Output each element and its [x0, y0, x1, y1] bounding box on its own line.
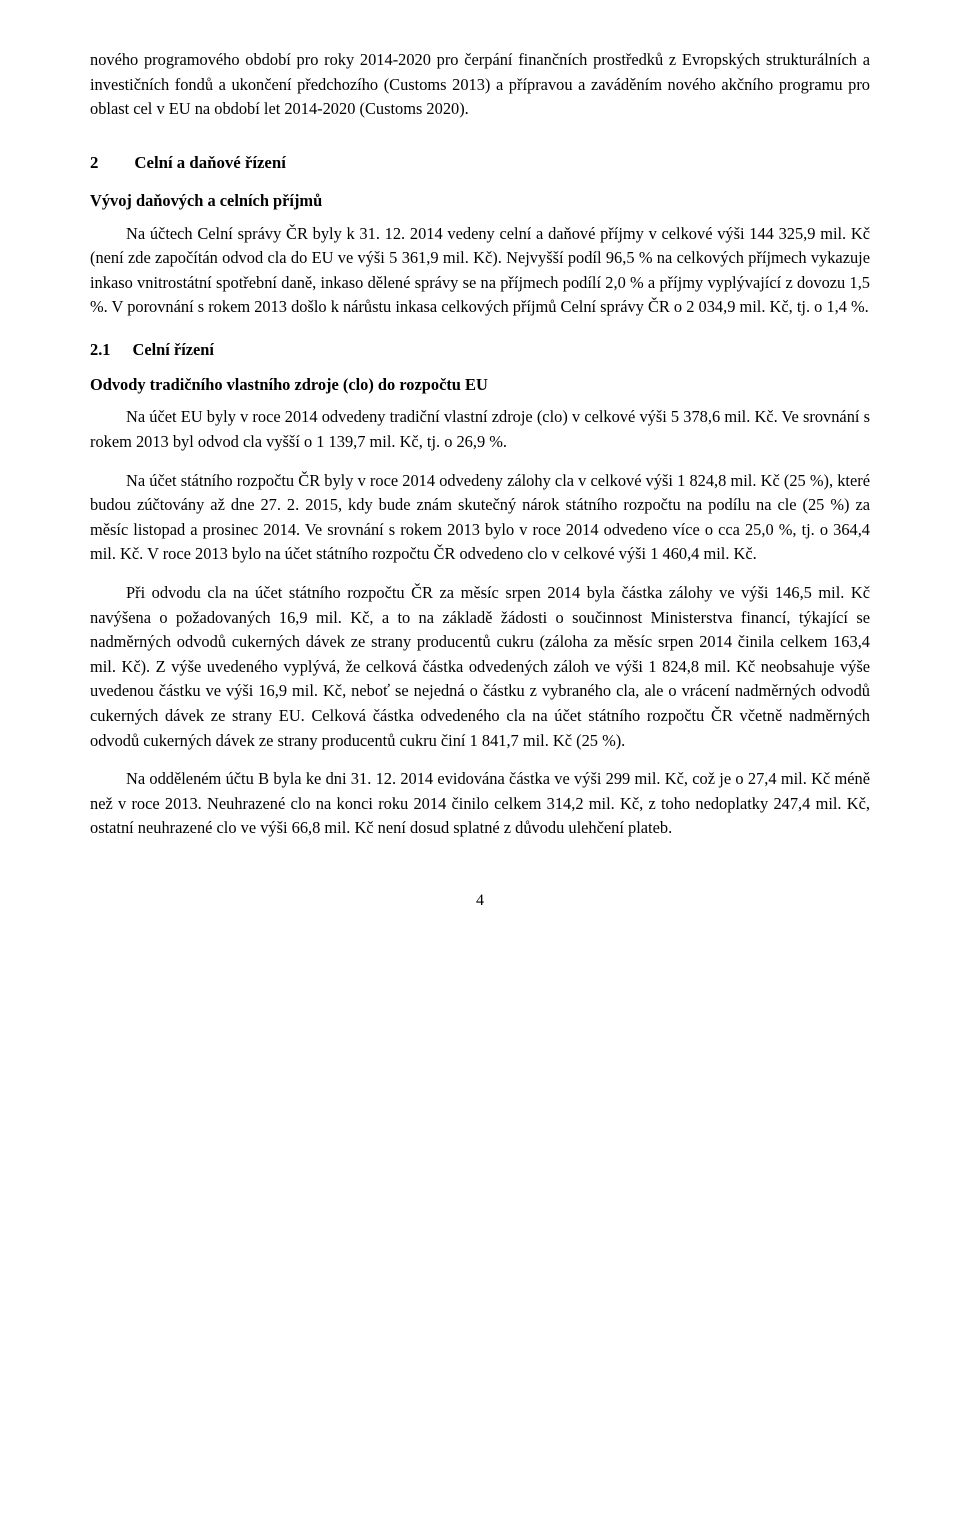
- section-2-title: Celní a daňové řízení: [134, 150, 286, 175]
- section-2-number: 2: [90, 150, 98, 175]
- paragraph-intro: nového programového období pro roky 2014…: [90, 48, 870, 122]
- section-2-1-heading: 2.1 Celní řízení: [90, 338, 870, 363]
- section-2-1-title: Celní řízení: [133, 338, 214, 363]
- paragraph-3: Na účet státního rozpočtu ČR byly v roce…: [90, 469, 870, 567]
- section-2-1-number: 2.1: [90, 338, 111, 363]
- paragraph-2: Na účet EU byly v roce 2014 odvedeny tra…: [90, 405, 870, 454]
- paragraph-1: Na účtech Celní správy ČR byly k 31. 12.…: [90, 222, 870, 320]
- section-2-heading: 2 Celní a daňové řízení: [90, 150, 870, 175]
- paragraph-4: Při odvodu cla na účet státního rozpočtu…: [90, 581, 870, 753]
- paragraph-5: Na odděleném účtu B byla ke dni 31. 12. …: [90, 767, 870, 841]
- subheading-vyvoj: Vývoj daňových a celních příjmů: [90, 189, 870, 214]
- subheading-odvody: Odvody tradičního vlastního zdroje (clo)…: [90, 373, 870, 398]
- page-number: 4: [90, 889, 870, 913]
